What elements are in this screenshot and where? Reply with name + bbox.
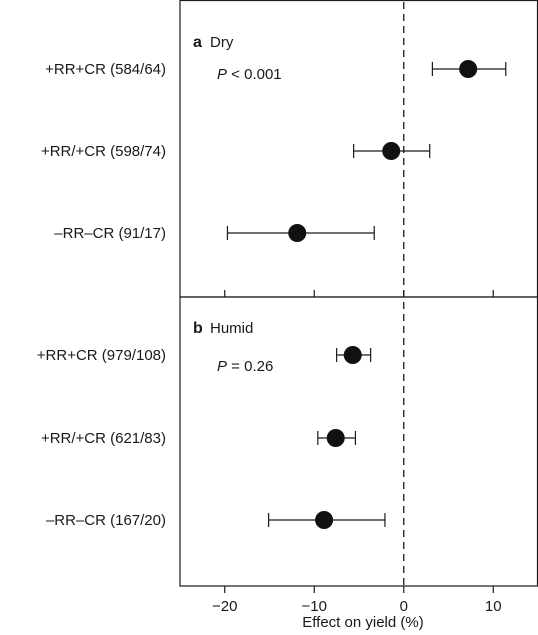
estimate-marker	[326, 429, 345, 447]
row-label: +RR/+CR (598/74)	[41, 143, 166, 160]
estimate-marker	[459, 60, 478, 78]
row-label: +RR+CR (584/64)	[45, 61, 166, 78]
panel-b-letter: b	[193, 320, 203, 337]
row-label: –RR–CR (91/17)	[54, 225, 166, 242]
row-label: –RR–CR (167/20)	[46, 512, 166, 529]
x-tick-label: 0	[400, 598, 408, 615]
panel-a-name: Dry	[210, 34, 234, 51]
row-label: +RR/+CR (621/83)	[41, 430, 166, 447]
x-tick-label: −10	[302, 598, 327, 615]
estimate-marker	[315, 511, 334, 529]
panel-a-letter: a	[193, 34, 202, 51]
panel-a-frame	[179, 0, 538, 298]
panel-a-p-value: P < 0.001	[217, 66, 282, 83]
estimate-marker	[288, 224, 307, 242]
panel-b-name: Humid	[210, 320, 253, 337]
row-label: +RR+CR (979/108)	[37, 347, 166, 364]
estimate-marker	[343, 346, 362, 364]
x-tick-label: 10	[485, 598, 502, 615]
panel-b-p-value: P = 0.26	[217, 358, 273, 375]
x-tick-label: −20	[212, 598, 237, 615]
estimate-marker	[382, 142, 401, 160]
panel-b-frame	[179, 296, 538, 587]
x-axis-label: Effect on yield (%)	[302, 614, 423, 631]
